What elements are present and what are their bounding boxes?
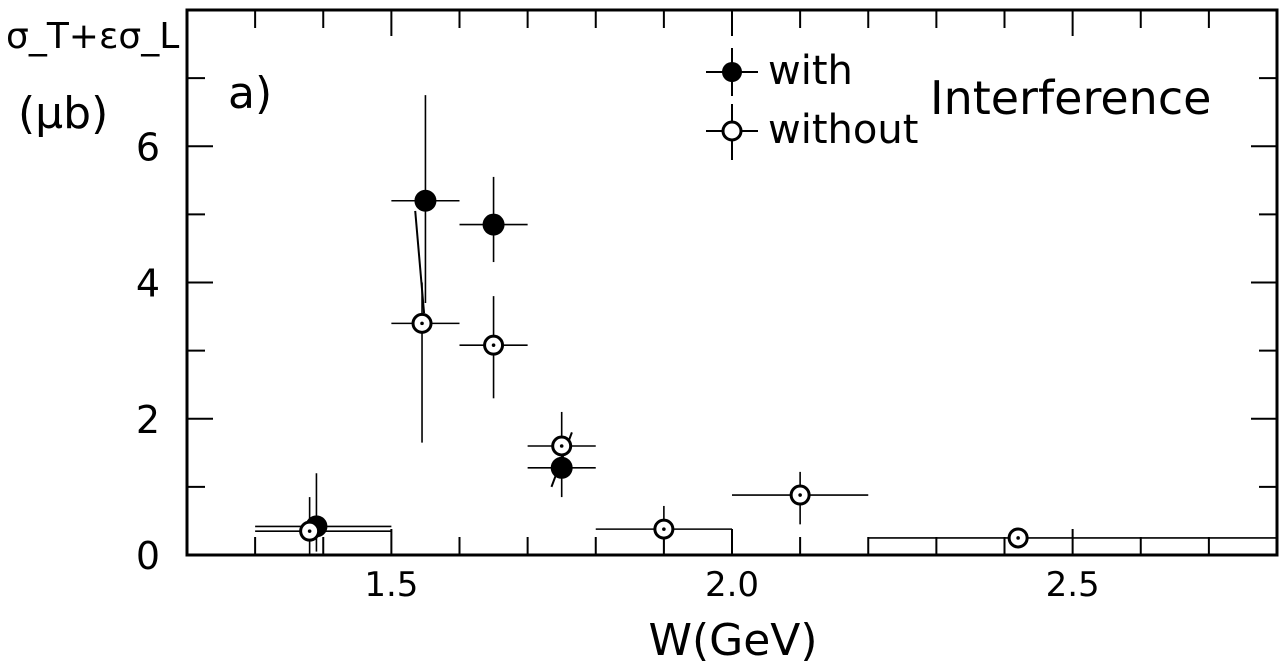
panel-label: a) bbox=[228, 68, 272, 119]
y-axis-label-line2: (μb) bbox=[18, 88, 108, 139]
legend-without-label: without bbox=[768, 107, 918, 153]
y-tick-label: 2 bbox=[136, 398, 160, 442]
legend-with-label: with bbox=[768, 48, 853, 94]
data-point-without-center bbox=[1016, 536, 1020, 540]
data-point-without-center bbox=[798, 493, 802, 497]
y-axis-label-line1: σ_T+εσ_L bbox=[6, 16, 179, 57]
x-tick-label: 1.5 bbox=[364, 565, 418, 605]
markers bbox=[299, 189, 1029, 549]
chart-title: Interference bbox=[930, 71, 1211, 125]
data-point-without-center bbox=[559, 444, 564, 448]
x-axis-label: W(GeV) bbox=[648, 615, 817, 665]
data-point-without-center bbox=[662, 527, 666, 531]
data-point-with bbox=[414, 189, 437, 212]
data-point-without-center bbox=[307, 529, 312, 533]
ticks: 1.5 2.0 2.5 0 2 4 6 bbox=[136, 9, 1278, 605]
data-point-without-center bbox=[420, 321, 424, 326]
x-tick-label: 2.0 bbox=[705, 565, 759, 605]
data-point-without-center bbox=[491, 343, 496, 347]
legend: with without bbox=[706, 48, 918, 160]
x-tick-label: 2.5 bbox=[1046, 565, 1100, 605]
legend-without-marker bbox=[721, 120, 743, 142]
error-bars bbox=[255, 95, 1277, 555]
y-tick-label: 0 bbox=[136, 534, 160, 578]
y-tick-label: 4 bbox=[136, 262, 160, 306]
data-point-with bbox=[482, 213, 505, 236]
y-tick-label: 6 bbox=[136, 125, 160, 169]
connector-line bbox=[414, 210, 426, 314]
legend-with-marker bbox=[722, 62, 742, 82]
data-point-with bbox=[550, 456, 573, 479]
